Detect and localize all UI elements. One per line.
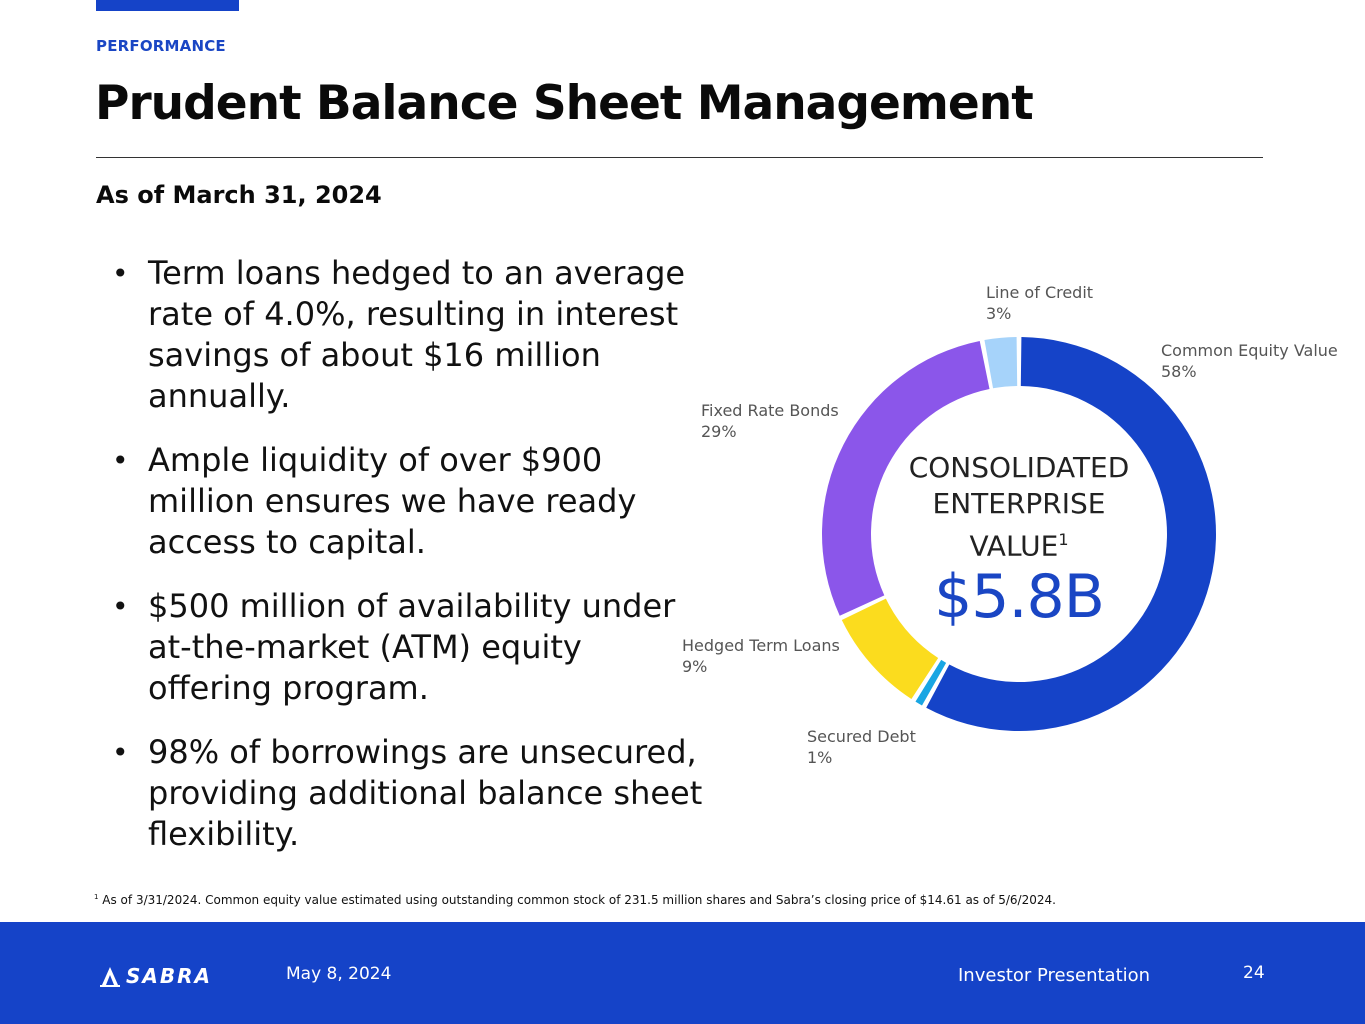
slice-label-name: Fixed Rate Bonds	[701, 401, 839, 420]
chart-center-label: CONSOLIDATED ENTERPRISE VALUE1	[880, 450, 1158, 564]
bullet-icon: •	[112, 736, 129, 769]
donut-slice-line-of-credit	[984, 337, 1018, 389]
slice-label-percent: 29%	[701, 422, 737, 441]
footnote: 1 As of 3/31/2024. Common equity value e…	[94, 893, 1056, 907]
slice-label: Common Equity Value 58%	[1161, 340, 1338, 382]
bullet-icon: •	[112, 590, 129, 623]
footnote-marker: 1	[94, 893, 99, 901]
slice-label: Fixed Rate Bonds 29%	[701, 400, 839, 442]
top-accent-bar	[96, 0, 239, 11]
bullet-text: Ample liquidity of over $900 million ens…	[148, 441, 637, 561]
slice-label-percent: 3%	[986, 304, 1012, 323]
logo-wordmark: SABRA	[126, 964, 212, 987]
chart-center-label-text: CONSOLIDATED ENTERPRISE VALUE	[908, 451, 1130, 563]
bullet-text: Term loans hedged to an average rate of …	[148, 254, 686, 415]
bullet-icon: •	[112, 257, 129, 290]
chart-center-value: $5.8B	[934, 562, 1105, 632]
bullet-item: • Ample liquidity of over $900 million en…	[110, 440, 710, 563]
slice-label: Line of Credit 3%	[986, 282, 1093, 324]
page-title: Prudent Balance Sheet Management	[95, 76, 1034, 131]
section-label: PERFORMANCE	[96, 37, 226, 55]
page-number: 24	[1243, 963, 1265, 983]
slice-label-name: Secured Debt	[807, 727, 916, 746]
footnote-text: As of 3/31/2024. Common equity value est…	[98, 893, 1056, 907]
slice-label-percent: 58%	[1161, 362, 1197, 381]
slice-label-name: Line of Credit	[986, 283, 1094, 302]
footer-bar: SABRA May 8, 2024 Investor Presentation …	[0, 922, 1365, 1024]
bullet-item: • 98% of borrowings are unsecured, provid…	[110, 732, 710, 855]
slice-label: Secured Debt 1%	[807, 726, 916, 768]
title-divider	[96, 157, 1263, 158]
bullet-text: $500 million of availability under at-th…	[148, 587, 676, 707]
slice-label-name: Common Equity Value	[1161, 341, 1338, 360]
bullet-item: • $500 million of availability under at-t…	[110, 586, 710, 709]
footnote-ref: 1	[1058, 530, 1069, 549]
slice-label-percent: 1%	[807, 748, 833, 767]
bullet-item: • Term loans hedged to an average rate of…	[110, 253, 710, 417]
bullet-list: • Term loans hedged to an average rate of…	[110, 253, 710, 878]
bullet-text: 98% of borrowings are unsecured, providi…	[148, 733, 703, 853]
sabra-logo: SABRA	[100, 961, 240, 988]
bullet-icon: •	[112, 444, 129, 477]
donut-slice-secured-debt	[915, 659, 947, 706]
footer-title: Investor Presentation	[958, 965, 1151, 986]
footer-date: May 8, 2024	[286, 964, 392, 984]
as-of-date: As of March 31, 2024	[96, 181, 382, 209]
